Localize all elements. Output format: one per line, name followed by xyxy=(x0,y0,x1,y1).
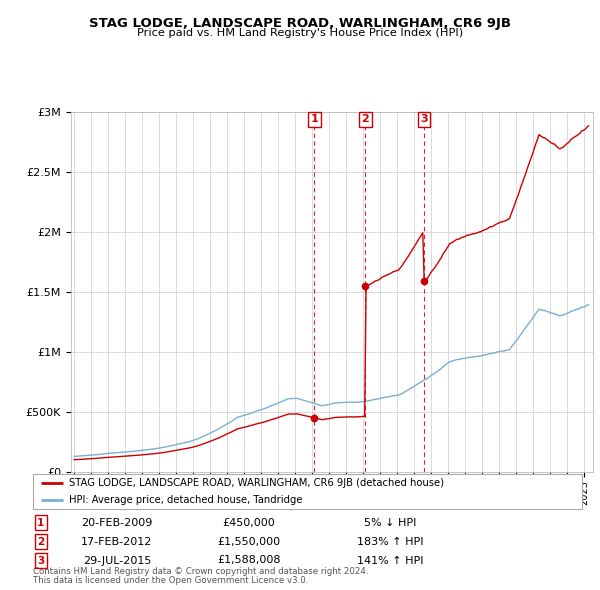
Text: Contains HM Land Registry data © Crown copyright and database right 2024.: Contains HM Land Registry data © Crown c… xyxy=(33,567,368,576)
Text: 17-FEB-2012: 17-FEB-2012 xyxy=(82,537,152,546)
Text: 141% ↑ HPI: 141% ↑ HPI xyxy=(357,556,423,565)
Text: 1: 1 xyxy=(37,518,44,527)
Text: HPI: Average price, detached house, Tandridge: HPI: Average price, detached house, Tand… xyxy=(68,495,302,505)
Text: 1: 1 xyxy=(311,114,319,124)
Text: 2: 2 xyxy=(37,537,44,546)
Text: 3: 3 xyxy=(37,556,44,565)
Text: 29-JUL-2015: 29-JUL-2015 xyxy=(83,556,151,565)
Text: £1,550,000: £1,550,000 xyxy=(217,537,281,546)
Text: 3: 3 xyxy=(421,114,428,124)
Text: STAG LODGE, LANDSCAPE ROAD, WARLINGHAM, CR6 9JB: STAG LODGE, LANDSCAPE ROAD, WARLINGHAM, … xyxy=(89,17,511,30)
Text: £450,000: £450,000 xyxy=(223,518,275,527)
Text: 5% ↓ HPI: 5% ↓ HPI xyxy=(364,518,416,527)
Text: £1,588,008: £1,588,008 xyxy=(217,556,281,565)
Text: 183% ↑ HPI: 183% ↑ HPI xyxy=(357,537,423,546)
Text: 20-FEB-2009: 20-FEB-2009 xyxy=(82,518,152,527)
Text: Price paid vs. HM Land Registry's House Price Index (HPI): Price paid vs. HM Land Registry's House … xyxy=(137,28,463,38)
Text: 2: 2 xyxy=(362,114,370,124)
Text: STAG LODGE, LANDSCAPE ROAD, WARLINGHAM, CR6 9JB (detached house): STAG LODGE, LANDSCAPE ROAD, WARLINGHAM, … xyxy=(68,478,443,488)
Text: This data is licensed under the Open Government Licence v3.0.: This data is licensed under the Open Gov… xyxy=(33,576,308,585)
